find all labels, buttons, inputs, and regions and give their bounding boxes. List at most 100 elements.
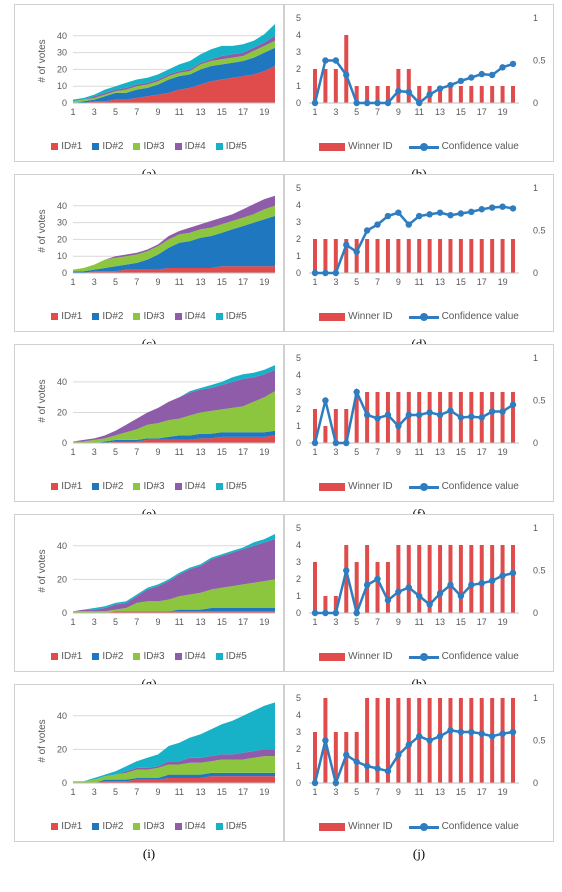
ytick-label: 0 bbox=[62, 778, 67, 788]
confidence-point bbox=[457, 592, 465, 600]
confidence-point bbox=[353, 99, 360, 107]
legend-swatch-line bbox=[408, 142, 439, 151]
area-xtick: 15 bbox=[217, 787, 227, 797]
barline-xtick: 17 bbox=[477, 447, 487, 457]
confidence-point bbox=[499, 64, 506, 71]
legend-swatch bbox=[51, 313, 59, 320]
legend: ID#1 ID#2 ID#3 ID#4 ID#5 bbox=[15, 481, 283, 492]
ytick-label: 4 bbox=[296, 30, 301, 40]
area-xtick: 13 bbox=[196, 617, 206, 627]
barline-xtick: 5 bbox=[354, 617, 359, 627]
ytick-label: 0 bbox=[62, 438, 67, 448]
area-xtick: 9 bbox=[156, 787, 161, 797]
winner-bar bbox=[385, 562, 390, 613]
confidence-point bbox=[311, 609, 319, 617]
legend-item: ID#2 bbox=[92, 651, 123, 662]
ytick-label: 4 bbox=[296, 370, 301, 380]
ytick-label: 30 bbox=[57, 48, 67, 58]
ytick-label: 2 bbox=[296, 574, 301, 584]
confidence-point bbox=[395, 209, 402, 216]
ytick-label: 3 bbox=[296, 47, 301, 57]
legend-label: ID#4 bbox=[184, 821, 206, 832]
legend-item: ID#1 bbox=[51, 141, 82, 152]
confidence-point bbox=[457, 728, 465, 736]
winner-bar bbox=[438, 698, 443, 783]
legend-item: ID#1 bbox=[51, 651, 82, 662]
legend-label: ID#5 bbox=[225, 821, 247, 832]
confidence-point bbox=[374, 415, 381, 422]
winner-bar bbox=[344, 35, 349, 103]
legend-swatch bbox=[133, 483, 141, 490]
area-xtick: 17 bbox=[238, 787, 248, 797]
legend-item-winner: Winner ID bbox=[319, 821, 393, 832]
area-xtick: 7 bbox=[134, 617, 139, 627]
legend: ID#1 ID#2 ID#3 ID#4 ID#5 bbox=[15, 311, 283, 322]
winner-bar bbox=[479, 545, 484, 613]
confidence-point bbox=[374, 575, 381, 583]
confidence-point bbox=[416, 212, 423, 220]
legend-item: ID#4 bbox=[174, 141, 206, 152]
winner-bar bbox=[354, 562, 359, 613]
barline-xtick: 9 bbox=[396, 617, 401, 627]
ytick-label: 3 bbox=[296, 387, 301, 397]
winner-bar bbox=[458, 86, 463, 103]
ytick-label: 30 bbox=[57, 218, 67, 228]
legend-label: ID#1 bbox=[61, 651, 83, 662]
confidence-point bbox=[322, 397, 329, 404]
ytick-label: 0 bbox=[296, 608, 301, 618]
barline-xtick: 15 bbox=[456, 107, 466, 117]
legend-label: Winner ID bbox=[348, 821, 393, 832]
winner-bar bbox=[511, 545, 515, 613]
winner-bar bbox=[469, 545, 474, 613]
legend-swatch bbox=[174, 143, 182, 150]
confidence-point bbox=[405, 221, 412, 228]
legend-label: Winner ID bbox=[348, 311, 393, 322]
legend-swatch bbox=[92, 313, 100, 320]
area-xtick: 1 bbox=[70, 617, 75, 627]
area-series-id3 bbox=[73, 391, 275, 443]
area-xtick: 7 bbox=[134, 277, 139, 287]
subfigure-caption: (i) bbox=[142, 846, 156, 861]
area-xtick: 5 bbox=[113, 277, 118, 287]
legend-item: ID#3 bbox=[133, 311, 165, 322]
winner-bar bbox=[448, 698, 453, 783]
area-series-id5 bbox=[73, 365, 275, 442]
legend-item-winner: Winner ID bbox=[319, 481, 393, 492]
confidence-point bbox=[447, 81, 454, 89]
confidence-point bbox=[416, 733, 423, 740]
legend-label: ID#2 bbox=[102, 311, 124, 322]
area-xtick: 3 bbox=[92, 617, 97, 627]
barline-xtick: 7 bbox=[375, 107, 380, 117]
barline-xtick: 9 bbox=[396, 107, 401, 117]
y2tick-label: 0.5 bbox=[533, 736, 546, 746]
ytick-label: 2 bbox=[296, 234, 301, 244]
ytick-label: 5 bbox=[296, 183, 301, 193]
bar-line-chart-panel: 0 1 2 3 4 5 0 0.5 1 1 3 5 7 9 11 13 15 17 19 Winner ID Confi… bbox=[284, 344, 554, 502]
area-xtick: 11 bbox=[175, 617, 184, 627]
bar-line-chart-panel: 0 1 2 3 4 5 0 0.5 1 1 3 5 7 9 11 13 15 17 19 Winner ID Confi… bbox=[284, 684, 554, 842]
area-xtick: 7 bbox=[134, 107, 139, 117]
y2tick-label: 1 bbox=[533, 353, 538, 363]
legend-swatch bbox=[174, 313, 182, 320]
winner-bar bbox=[406, 239, 411, 273]
barline-xtick: 3 bbox=[333, 447, 338, 457]
legend-label: Confidence value bbox=[441, 481, 519, 492]
barline-xtick: 1 bbox=[312, 787, 317, 797]
confidence-point bbox=[332, 57, 340, 64]
barline-xtick: 19 bbox=[498, 277, 508, 287]
ytick-label: 1 bbox=[296, 591, 301, 601]
confidence-point bbox=[311, 779, 319, 787]
barline-xtick: 13 bbox=[435, 447, 445, 457]
confidence-point bbox=[468, 413, 475, 420]
area-xtick: 5 bbox=[113, 447, 118, 457]
winner-bar bbox=[500, 392, 505, 443]
y2tick-label: 1 bbox=[533, 523, 538, 533]
area-xtick: 5 bbox=[113, 617, 118, 627]
area-chart-panel: 0 20 40 1 3 5 7 9 11 13 15 17 19 # of votes ID#1 ID#2 ID… bbox=[14, 684, 284, 842]
confidence-point bbox=[384, 99, 392, 107]
area-xtick: 9 bbox=[156, 617, 161, 627]
winner-bar bbox=[417, 86, 422, 103]
legend-item-winner: Winner ID bbox=[319, 651, 393, 662]
legend: ID#1 ID#2 ID#3 ID#4 ID#5 bbox=[15, 141, 283, 152]
legend-swatch-line bbox=[408, 482, 439, 491]
